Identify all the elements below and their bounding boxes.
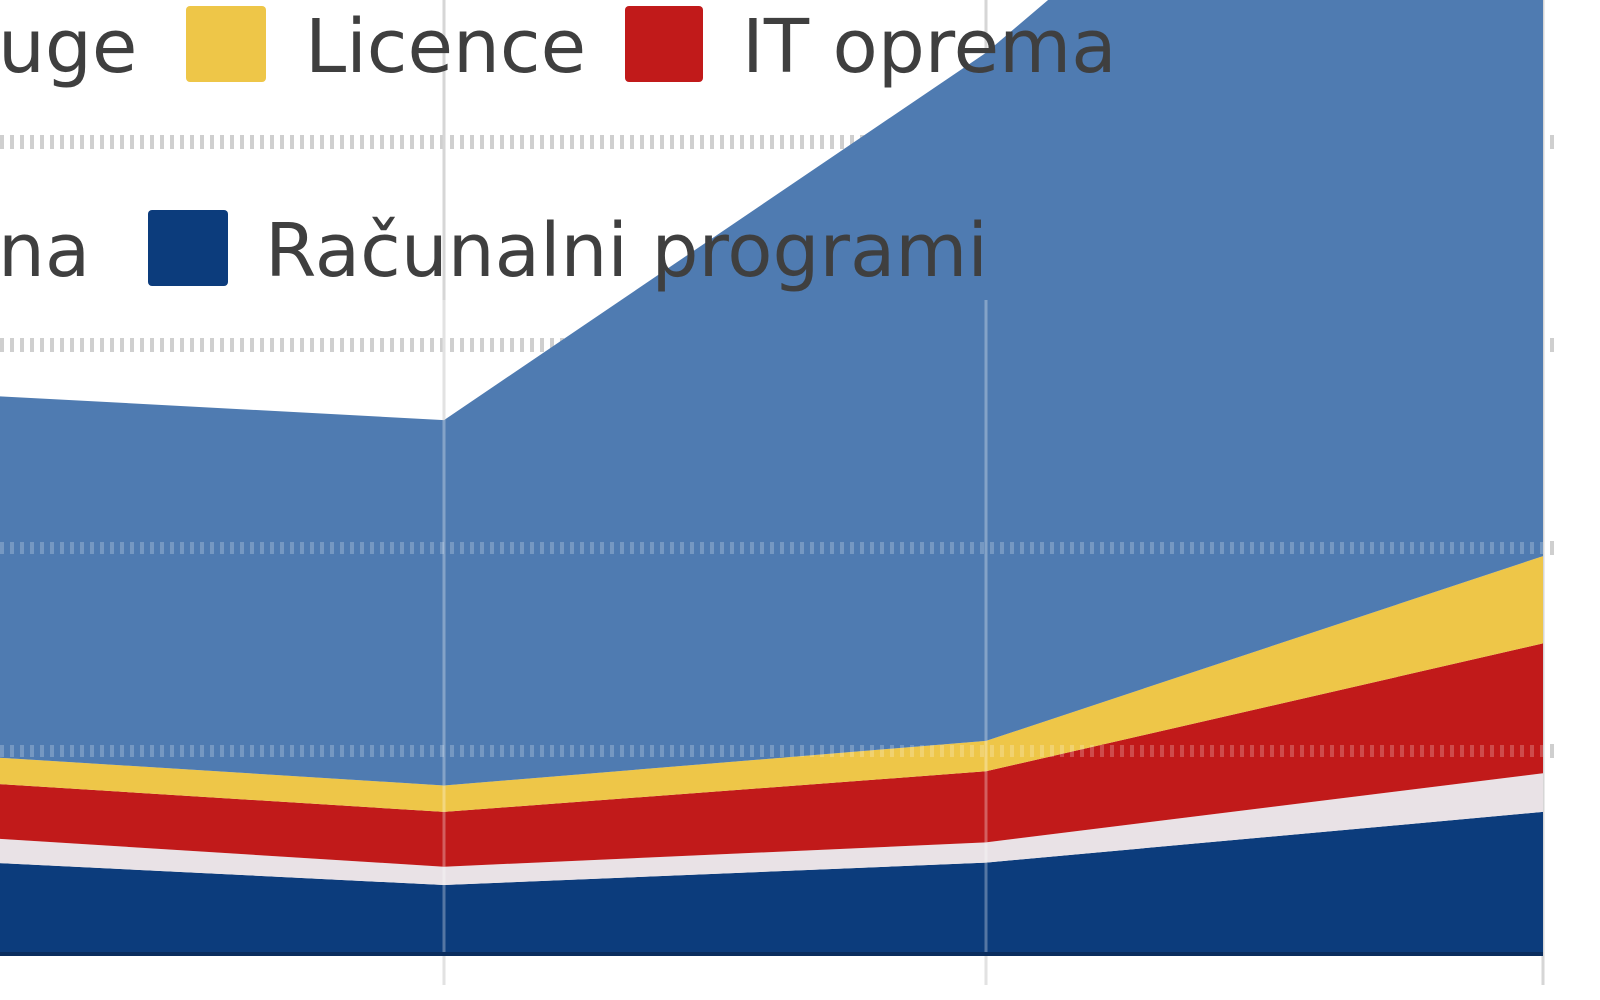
area-series-2 — [0, 643, 1543, 867]
area-series-1 — [0, 773, 1543, 885]
legend-label-it-oprema: IT oprema — [742, 4, 1117, 90]
area-series-4 — [0, 0, 1543, 786]
overlay-grid-layer — [0, 300, 1543, 985]
area-series-3 — [0, 556, 1543, 812]
legend-label-licence: Licence — [305, 4, 586, 90]
legend: uge Licence IT oprema na Računalni progr… — [0, 4, 1117, 294]
legend-swatch-it-oprema — [625, 6, 703, 82]
legend-label-partial-2: na — [0, 208, 90, 294]
legend-label-racunalni-programi: Računalni programi — [265, 208, 988, 294]
area-series-0 — [0, 811, 1543, 954]
area-layer — [0, 0, 1543, 954]
legend-swatch-licence — [186, 6, 266, 82]
legend-swatch-racunalni-programi — [148, 210, 228, 286]
legend-label-partial-1: uge — [0, 4, 137, 90]
